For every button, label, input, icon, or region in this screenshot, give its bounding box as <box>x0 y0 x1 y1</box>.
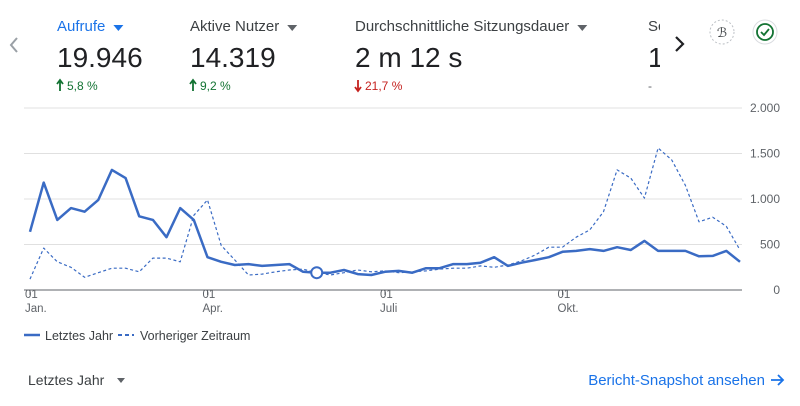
change-arrow <box>189 78 197 91</box>
metric-tab[interactable]: Aufrufe 19.946 5,8 % <box>56 18 143 93</box>
metric-tabs: Aufrufe 19.946 5,8 % Aktive Nutzer 14.319 9,2… <box>56 18 666 93</box>
dropdown-caret <box>117 378 125 383</box>
y-tick-label: 500 <box>760 238 780 252</box>
prev-chevron[interactable] <box>9 37 18 53</box>
x-tick-label: 01 Juli <box>380 289 397 315</box>
change-arrow <box>56 78 64 91</box>
badge-icon[interactable] <box>709 19 735 45</box>
y-tick-label: 2.000 <box>750 101 780 115</box>
link-arrow <box>771 374 785 386</box>
highlight-point <box>310 266 324 280</box>
y-tick-label: 1.500 <box>750 147 780 161</box>
next-chevron[interactable] <box>675 36 685 52</box>
period-dropdown[interactable]: Letztes Jahr <box>28 372 105 388</box>
legend-label: Letztes Jahr <box>45 329 113 343</box>
report-link[interactable]: Bericht-Snapshot ansehen <box>588 372 765 389</box>
metric-name: Aktive Nutzer <box>190 18 279 35</box>
metric-name: Aufrufe <box>57 18 105 35</box>
metric-value: 2 m 12 s <box>355 42 462 73</box>
check-mark <box>760 28 770 37</box>
x-tick-label: 01 Okt. <box>558 289 579 315</box>
y-tick-label: 1.000 <box>750 192 780 206</box>
change-arrow <box>354 80 362 93</box>
metric-tab[interactable]: Sc 1 - <box>648 18 666 93</box>
metric-change: 21,7 % <box>365 79 403 93</box>
badge-glyph: ℬ <box>717 25 727 40</box>
metric-value: 19.946 <box>57 42 143 73</box>
y-tick-label: 0 <box>773 283 780 297</box>
check-icon[interactable] <box>752 19 778 45</box>
metric-change: 5,8 % <box>67 79 98 93</box>
metric-value: 1 <box>648 42 664 73</box>
metric-change: - <box>648 79 652 93</box>
x-tick-label: 01 Apr. <box>203 289 223 315</box>
metric-change: 9,2 % <box>200 79 231 93</box>
series-line <box>29 147 741 280</box>
x-tick-label: 01 Jan. <box>25 289 47 315</box>
metric-name: Sc <box>648 18 666 35</box>
legend-label: Vorheriger Zeitraum <box>140 329 250 343</box>
metric-name: Durchschnittliche Sitzungsdauer <box>355 18 569 35</box>
metric-caret <box>577 25 588 31</box>
check-ring <box>756 23 774 41</box>
metric-caret <box>113 25 124 31</box>
chart: 0 500 1.000 1.500 2.000 01 Jan. 01 Apr. 01 Juli 01 O… <box>24 101 780 315</box>
metric-tab[interactable]: Aktive Nutzer 14.319 9,2 % <box>189 18 298 93</box>
metric-tab[interactable]: Durchschnittliche Sitzungsdauer 2 m 12 s 2… <box>354 18 588 93</box>
metric-caret <box>287 25 298 31</box>
metric-value: 14.319 <box>190 42 276 73</box>
series-line <box>28 168 741 277</box>
